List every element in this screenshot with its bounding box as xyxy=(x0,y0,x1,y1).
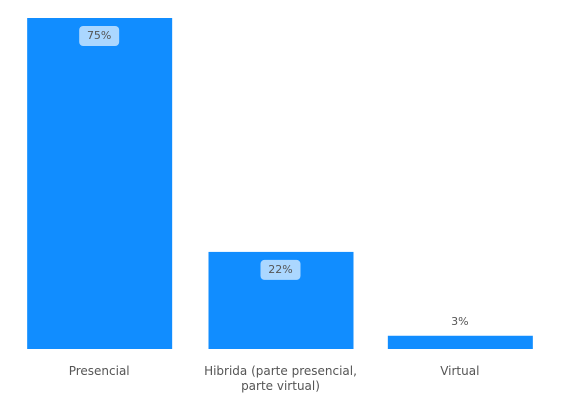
data-label: 22% xyxy=(268,263,292,276)
x-tick-label: Virtual xyxy=(440,364,480,378)
x-tick-label: Hibrida (parte presencial, parte virtual… xyxy=(204,364,357,393)
data-label-bg xyxy=(79,26,120,46)
data-label: 75% xyxy=(87,29,111,42)
x-tick-label: Presencial xyxy=(68,364,130,378)
bar xyxy=(27,18,173,349)
bar xyxy=(387,335,533,349)
data-label: 3% xyxy=(451,315,468,328)
data-label-bg xyxy=(260,259,301,280)
